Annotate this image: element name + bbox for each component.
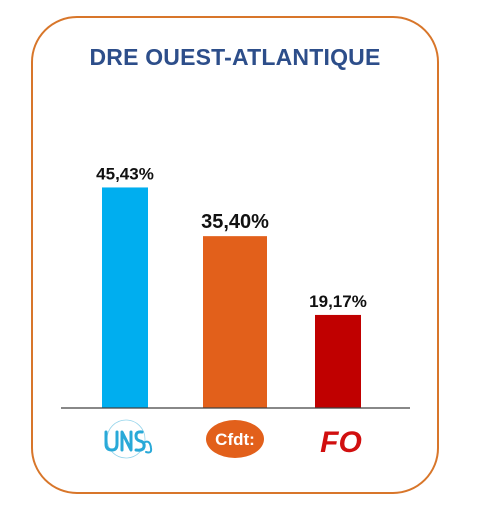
data-label-fo: 19,17% (309, 292, 367, 311)
unsa-logo (104, 419, 153, 459)
bar-fo (315, 314, 361, 408)
svg-text:FO: FO (320, 426, 362, 459)
bar-cfdt (203, 236, 267, 408)
data-label-cfdt: 35,40% (201, 211, 269, 233)
chart-title: DRE OUEST-ATLANTIQUE (89, 44, 381, 70)
svg-text:Cfdt:: Cfdt: (215, 430, 255, 449)
bar-unsa (102, 187, 148, 408)
fo-logo: FO (320, 426, 362, 459)
cfdt-logo: Cfdt: (206, 420, 264, 458)
data-label-unsa: 45,43% (96, 164, 154, 183)
